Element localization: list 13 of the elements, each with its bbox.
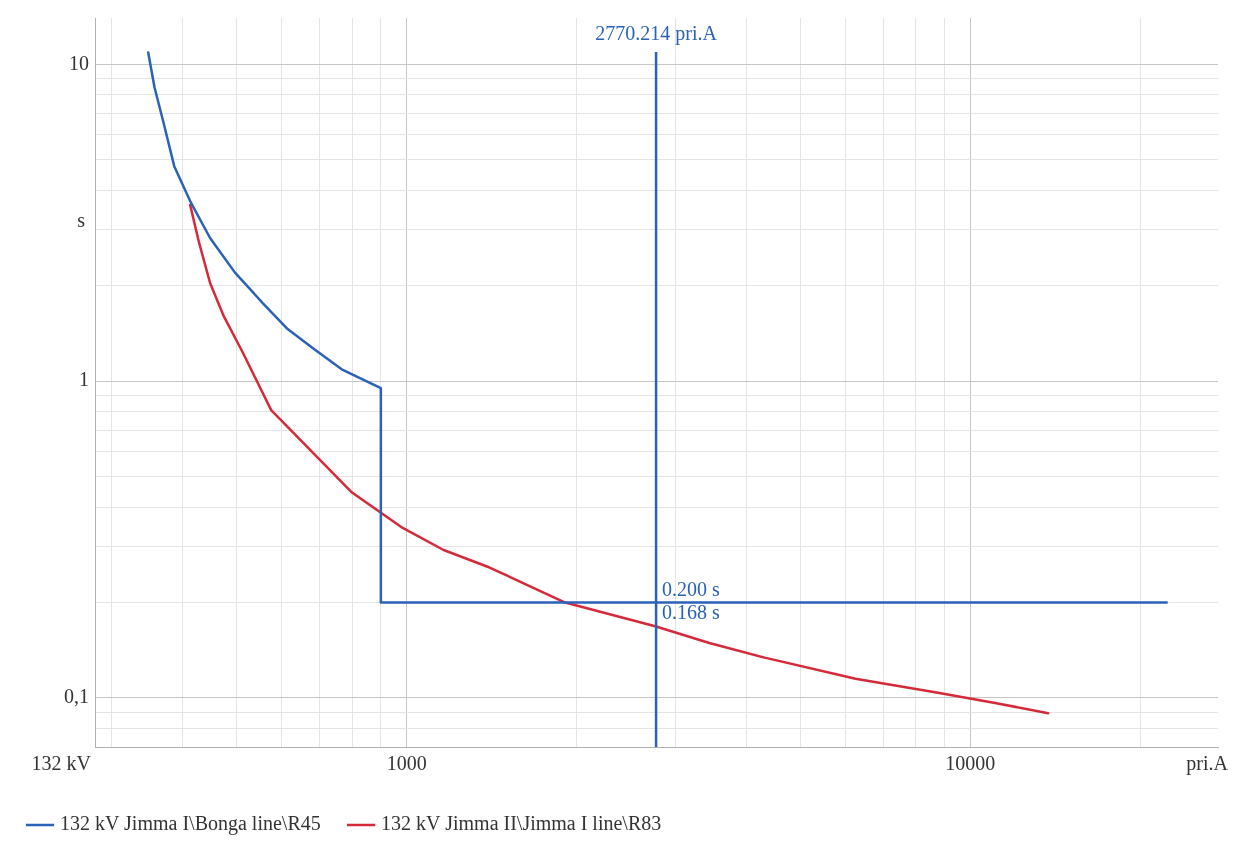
y-axis-title: s bbox=[77, 209, 86, 232]
y-tick-label: 0,1 bbox=[64, 685, 89, 708]
annotation: 0.168 s bbox=[662, 600, 721, 623]
x-tick-label: 1000 bbox=[386, 752, 427, 775]
text: 132 kV bbox=[31, 752, 92, 775]
legend-label: 132 kV Jimma I\Bonga line\R45 bbox=[60, 812, 321, 836]
y-tick-label: 1 bbox=[79, 368, 89, 391]
ref-line-label: 2770.214 pri.A bbox=[595, 22, 718, 45]
legend-label: 132 kV Jimma II\Jimma I line\R83 bbox=[381, 812, 662, 835]
x-tick-label: 10000 bbox=[945, 752, 996, 775]
y-tick-label: 10 bbox=[69, 51, 89, 74]
x-axis-title: pri.A bbox=[1186, 752, 1229, 776]
annotation: 0.200 s bbox=[662, 577, 721, 600]
